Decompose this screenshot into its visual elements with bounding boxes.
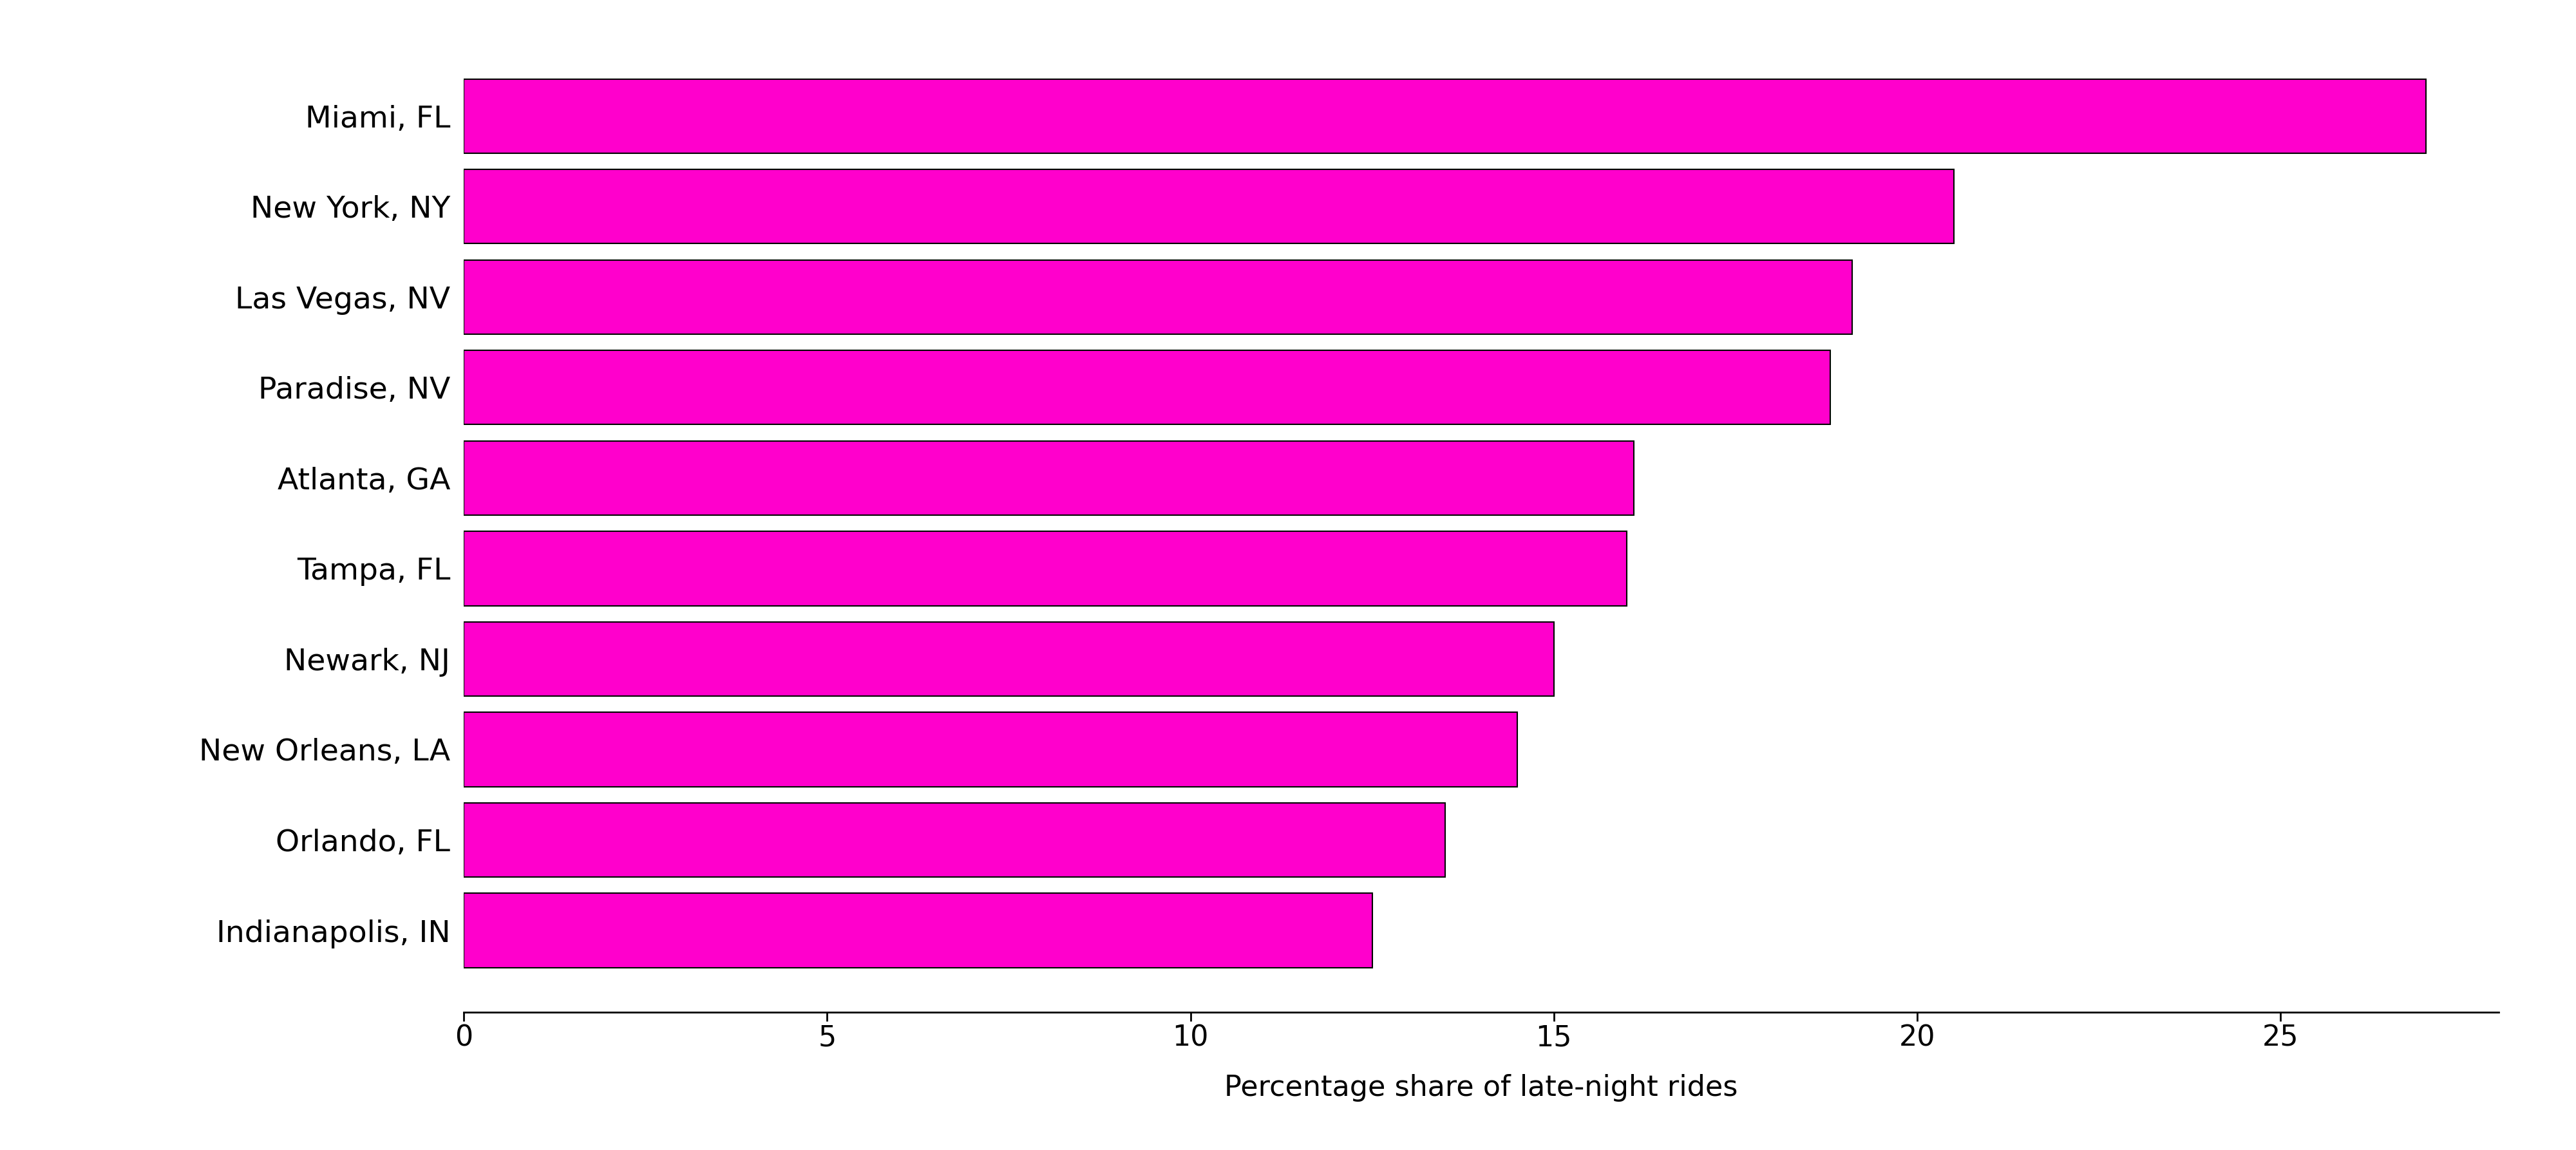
Bar <box>464 531 1625 606</box>
Bar <box>464 894 1373 967</box>
Bar <box>464 622 1553 696</box>
Bar <box>464 803 1445 877</box>
Bar <box>464 169 1953 244</box>
Bar <box>464 79 2427 153</box>
Bar <box>464 440 1633 515</box>
Bar <box>464 712 1517 787</box>
X-axis label: Percentage share of late-night rides: Percentage share of late-night rides <box>1224 1074 1739 1102</box>
Bar <box>464 351 1829 424</box>
Bar <box>464 260 1852 335</box>
